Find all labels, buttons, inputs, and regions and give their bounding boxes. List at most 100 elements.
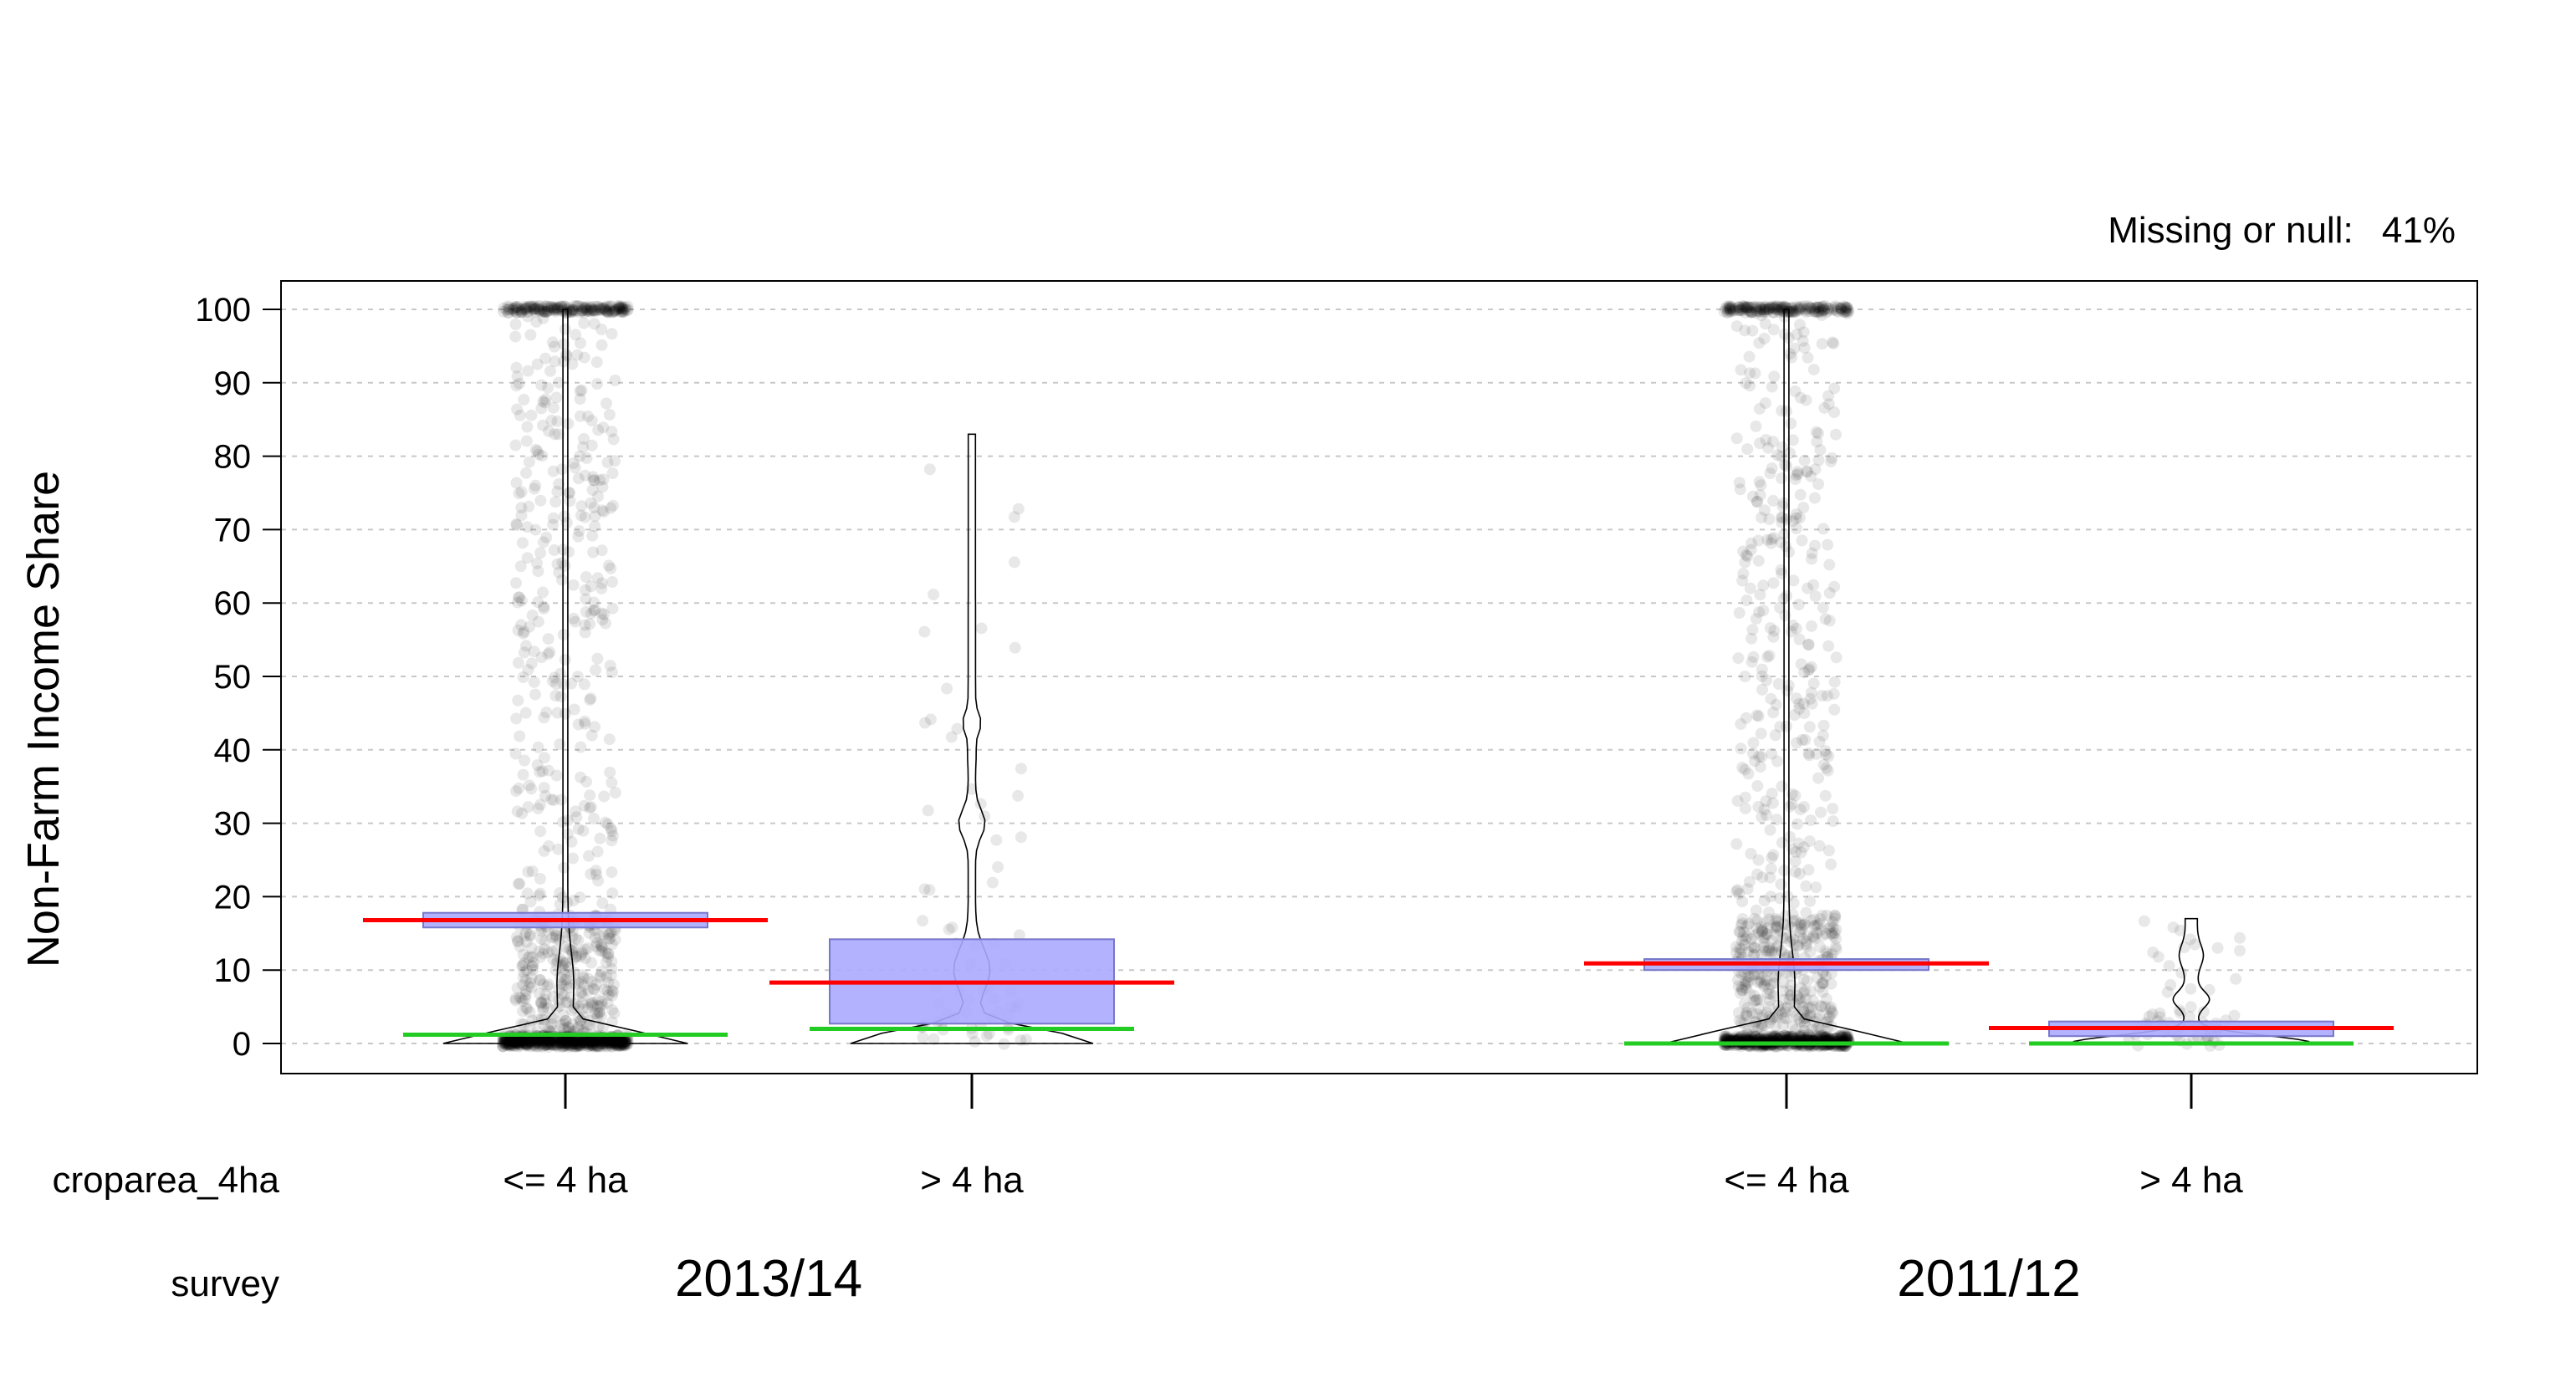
data-point bbox=[606, 306, 618, 319]
data-point bbox=[580, 452, 593, 464]
data-point bbox=[506, 1039, 519, 1052]
data-point bbox=[579, 469, 591, 482]
data-point bbox=[574, 1037, 586, 1049]
data-point bbox=[599, 946, 611, 959]
data-point bbox=[520, 640, 532, 652]
data-point bbox=[615, 1036, 627, 1048]
data-point bbox=[526, 951, 539, 963]
data-point bbox=[533, 890, 545, 902]
data-point bbox=[616, 303, 628, 315]
data-point bbox=[553, 1035, 565, 1048]
data-point bbox=[941, 682, 953, 695]
data-point bbox=[568, 300, 580, 313]
data-point bbox=[514, 992, 526, 1003]
data-point bbox=[571, 671, 584, 683]
data-point bbox=[556, 960, 569, 972]
data-point bbox=[509, 330, 522, 343]
data-point bbox=[614, 1037, 626, 1049]
data-point bbox=[513, 377, 525, 390]
data-point bbox=[514, 409, 526, 421]
data-point bbox=[580, 775, 592, 788]
data-point bbox=[547, 465, 560, 477]
data-point bbox=[555, 1038, 568, 1051]
data-point bbox=[588, 304, 601, 316]
data-point bbox=[542, 633, 555, 645]
data-point bbox=[585, 801, 597, 814]
data-point bbox=[587, 982, 600, 995]
data-point bbox=[595, 302, 607, 314]
data-point bbox=[1746, 624, 1759, 636]
data-point bbox=[513, 878, 524, 890]
data-point bbox=[539, 997, 552, 1010]
data-point bbox=[1753, 750, 1766, 763]
data-point bbox=[523, 456, 535, 468]
data-point bbox=[1792, 599, 1805, 611]
data-point bbox=[595, 607, 608, 620]
data-point bbox=[528, 1033, 540, 1046]
data-point bbox=[580, 605, 592, 618]
data-point bbox=[514, 560, 527, 573]
data-point bbox=[560, 973, 573, 986]
data-point bbox=[521, 1036, 534, 1048]
data-point bbox=[544, 1036, 556, 1048]
data-point bbox=[567, 304, 579, 317]
data-point bbox=[1816, 690, 1828, 702]
data-point bbox=[570, 304, 583, 317]
data-point bbox=[1830, 428, 1842, 441]
data-point bbox=[532, 615, 544, 628]
data-point bbox=[537, 978, 549, 991]
data-point bbox=[591, 300, 604, 313]
data-point bbox=[589, 300, 601, 313]
data-point bbox=[582, 410, 594, 422]
data-point bbox=[524, 1035, 537, 1048]
data-point bbox=[574, 450, 585, 462]
data-point bbox=[596, 897, 609, 910]
data-point bbox=[588, 596, 601, 609]
y-tick-label-70: 70 bbox=[214, 512, 252, 548]
data-point bbox=[562, 961, 575, 973]
data-point bbox=[593, 301, 606, 313]
data-point bbox=[619, 304, 631, 316]
data-point bbox=[537, 1002, 549, 1014]
data-point bbox=[560, 517, 573, 529]
data-point bbox=[2154, 1007, 2166, 1019]
data-point bbox=[502, 300, 514, 313]
data-point bbox=[539, 306, 552, 319]
data-point bbox=[578, 306, 590, 319]
data-point bbox=[1822, 538, 1834, 551]
data-point bbox=[534, 300, 545, 312]
data-point bbox=[528, 1038, 540, 1051]
data-point bbox=[546, 675, 559, 687]
data-point bbox=[525, 972, 538, 984]
data-point bbox=[525, 942, 538, 954]
data-point bbox=[510, 301, 523, 313]
data-point bbox=[614, 1035, 626, 1048]
data-point bbox=[587, 605, 600, 617]
data-point bbox=[538, 993, 550, 1006]
data-point bbox=[540, 306, 553, 319]
data-point bbox=[579, 304, 591, 317]
data-point bbox=[1768, 370, 1781, 383]
data-point bbox=[526, 959, 539, 972]
data-point bbox=[538, 844, 550, 857]
data-point bbox=[2185, 1001, 2197, 1013]
data-point bbox=[601, 997, 614, 1009]
data-point bbox=[539, 1035, 551, 1048]
data-point bbox=[613, 1039, 626, 1052]
data-point bbox=[602, 989, 615, 1002]
data-point bbox=[601, 952, 614, 963]
data-point bbox=[1827, 815, 1839, 828]
data-point bbox=[516, 537, 529, 549]
data-point bbox=[558, 957, 570, 970]
data-point bbox=[620, 1039, 632, 1052]
boxes bbox=[422, 911, 2334, 1038]
data-point bbox=[605, 562, 617, 574]
data-point bbox=[572, 1039, 585, 1052]
data-point bbox=[1807, 677, 1820, 690]
data-point bbox=[529, 1040, 541, 1052]
data-point bbox=[591, 1000, 604, 1012]
data-point bbox=[520, 936, 533, 948]
data-point bbox=[590, 304, 602, 317]
data-point bbox=[577, 1036, 590, 1048]
data-point bbox=[520, 964, 533, 977]
